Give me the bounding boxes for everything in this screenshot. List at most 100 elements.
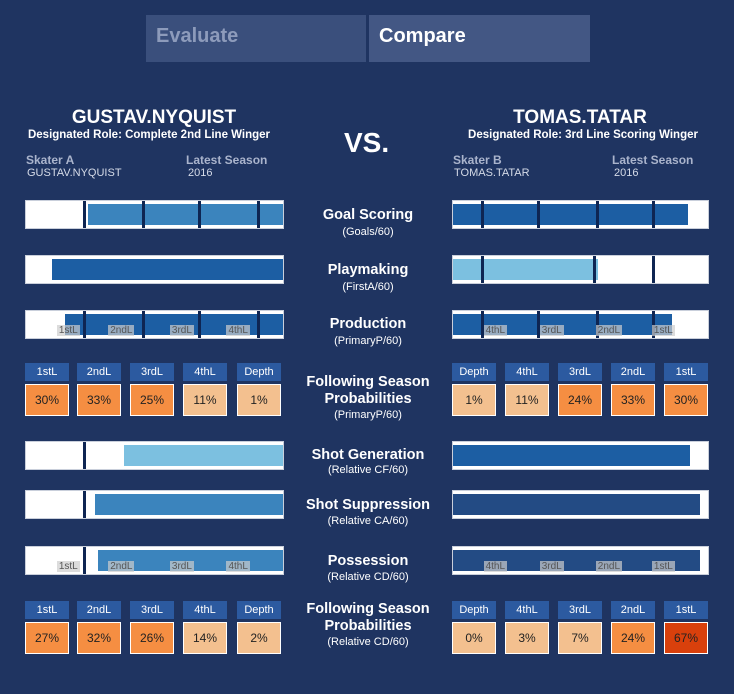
goal-scoring-bar-b [452,200,709,229]
prob-value-1stl: 30% [664,384,708,416]
tier-label: 1stL [56,561,80,572]
possession-sub: (Relative CD/60) [327,571,409,583]
prob-value-3rdl: 26% [130,622,174,654]
possession-bar-b: 4thL 3rdL 2ndL 1stL [452,546,709,575]
goal-scoring-bar-a [25,200,284,229]
player-a-role: Designated Role: Complete 2nd Line Winge… [27,129,271,141]
prob-header-2ndl: 2ndL [611,601,655,619]
tier-label: 3rdL [169,325,194,336]
prob1-title-line1: Following Season [306,374,430,390]
player-b-name: TOMAS.TATAR [513,107,647,128]
prob1-sub: (PrimaryP/60) [334,409,402,421]
shot-generation-fill-b [453,445,691,466]
vs-label: VS. [344,127,390,158]
tier-label: 4thL [226,561,250,572]
shot-generation-bar-b [452,441,709,470]
shot-suppression-fill-a [95,494,283,515]
tier-marker [141,201,145,228]
prob1-title-line2: Probabilities [324,391,412,407]
skater-b-value[interactable]: TOMAS.TATAR [454,167,530,179]
prob2-title-line1: Following Season [306,601,430,617]
prob-header-1stl: 1stL [664,363,708,381]
prob-value-depth: 0% [452,622,496,654]
tier-marker [481,256,485,283]
tier-label: 4thL [483,561,508,572]
prob-header-4thl: 4thL [183,363,227,381]
tier-label: 4thL [226,325,250,336]
tier-marker [537,201,541,228]
prob-header-depth: Depth [237,601,281,619]
prob-value-depth: 2% [237,622,281,654]
season-a-value[interactable]: 2016 [188,167,213,179]
prob-header-3rdl: 3rdL [130,363,174,381]
prob-value-3rdl: 7% [558,622,602,654]
tier-marker [198,201,202,228]
shot-generation-bar-a [25,441,284,470]
skater-a-label: Skater A [26,153,75,167]
shot-suppression-bar-a [25,490,284,519]
prob-value-3rdl: 25% [130,384,174,416]
prob2-sub: (Relative CD/60) [327,636,409,648]
prob-value-2ndl: 32% [77,622,121,654]
tier-label: 3rdL [539,325,564,336]
tier-marker [481,311,485,338]
goal-scoring-sub: (Goals/60) [342,226,394,238]
tab-evaluate[interactable]: Evaluate [146,15,366,62]
player-b-role: Designated Role: 3rd Line Scoring Winger [468,129,698,141]
goal-scoring-title: Goal Scoring [322,207,414,223]
tier-marker [651,201,655,228]
tier-marker [82,442,86,469]
shot-suppression-fill-b [453,494,701,515]
prob-header-3rdl: 3rdL [558,363,602,381]
tier-label: 3rdL [539,561,564,572]
tier-marker [141,311,145,338]
prob-value-2ndl: 33% [611,384,655,416]
prob-value-2ndl: 33% [77,384,121,416]
tier-label: 2ndL [595,561,623,572]
prob-header-2ndl: 2ndL [77,601,121,619]
tier-label: 3rdL [169,561,194,572]
shot-suppression-bar-b [452,490,709,519]
tab-compare[interactable]: Compare [369,15,590,62]
prob-value-1stl: 27% [25,622,69,654]
prob-header-2ndl: 2ndL [77,363,121,381]
shot-suppression-title: Shot Suppression [305,497,431,513]
skater-b-label: Skater B [453,153,502,167]
prob-header-1stl: 1stL [25,363,69,381]
shot-generation-fill-a [123,445,283,466]
tier-marker [82,201,86,228]
prob-value-depth: 1% [452,384,496,416]
tier-marker [537,311,541,338]
prob-header-4thl: 4thL [505,363,549,381]
tier-marker [593,256,597,283]
tier-label: 2ndL [108,325,135,336]
prob-header-depth: Depth [237,363,281,381]
prob-value-4thl: 11% [183,384,227,416]
prob-value-4thl: 14% [183,622,227,654]
possession-fill-b [453,550,701,571]
prob-header-2ndl: 2ndL [611,363,655,381]
prob-value-4thl: 3% [505,622,549,654]
prob2-title-line2: Probabilities [324,618,412,634]
playmaking-fill-a [51,259,283,280]
season-b-label: Latest Season [612,153,694,167]
shot-generation-title: Shot Generation [311,447,425,463]
shot-suppression-sub: (Relative CA/60) [327,515,409,527]
playmaking-fill-b [453,259,599,280]
season-b-value[interactable]: 2016 [614,167,639,179]
production-bar-a: 1stL 2ndL 3rdL 4thL [25,310,284,339]
playmaking-bar-b [452,255,709,284]
tier-marker [595,311,599,338]
prob-header-4thl: 4thL [505,601,549,619]
season-a-label: Latest Season [186,153,268,167]
skater-a-value[interactable]: GUSTAV.NYQUIST [27,167,122,179]
production-sub: (PrimaryP/60) [334,335,402,347]
prob-header-depth: Depth [452,363,496,381]
tier-label: 1stL [56,325,80,336]
prob-header-3rdl: 3rdL [130,601,174,619]
possession-bar-a: 1stL 2ndL 3rdL 4thL [25,546,284,575]
playmaking-bar-a [25,255,284,284]
tier-marker [82,491,86,518]
prob-value-depth: 1% [237,384,281,416]
prob-value-4thl: 11% [505,384,549,416]
